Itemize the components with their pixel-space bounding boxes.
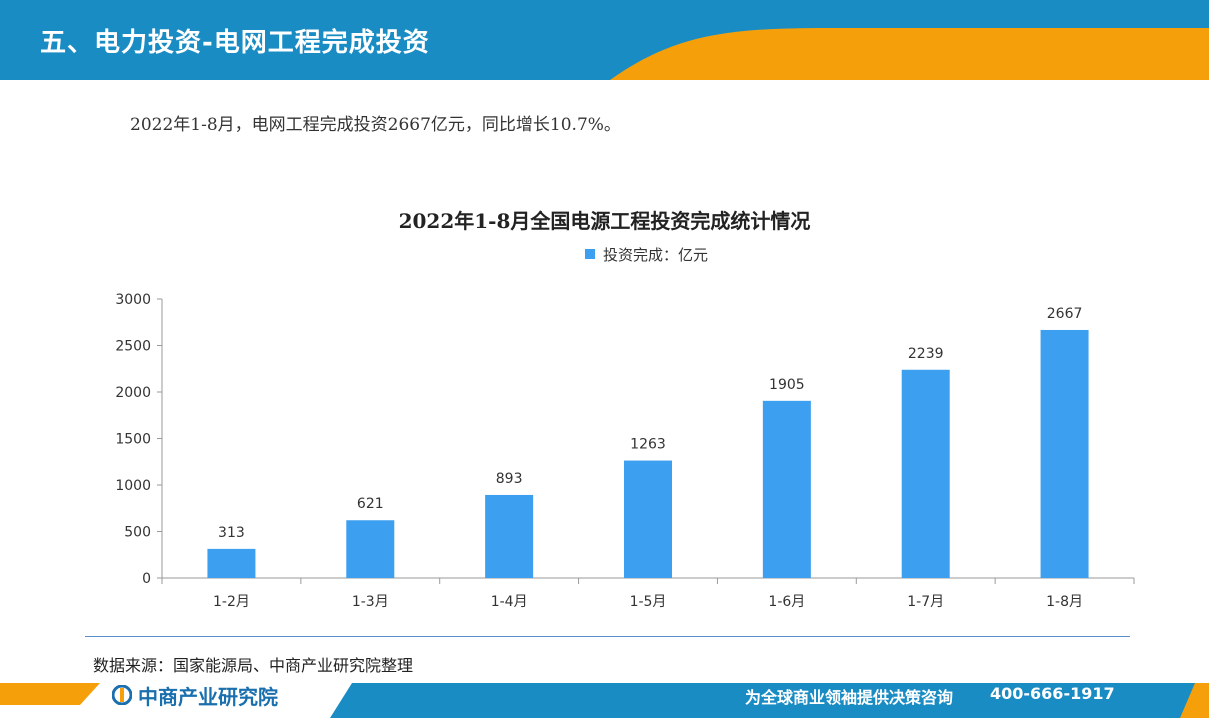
data-label: 621 bbox=[357, 496, 384, 512]
y-tick-label: 500 bbox=[124, 525, 151, 541]
data-label: 2239 bbox=[908, 346, 944, 362]
data-label: 2667 bbox=[1047, 306, 1083, 322]
page-title: 五、电力投资-电网工程完成投资 bbox=[40, 28, 430, 58]
legend-label: 投资完成：亿元 bbox=[603, 245, 709, 264]
bar bbox=[1040, 329, 1089, 578]
data-label: 893 bbox=[496, 471, 523, 487]
y-tick-label: 1500 bbox=[115, 432, 151, 448]
bar bbox=[346, 520, 395, 578]
bar-chart: 0 500 1000 1500 2000 2500 3000 313 1-2月 621 1-3月 89… bbox=[115, 292, 1135, 610]
x-tick-label: 1-2月 bbox=[213, 594, 250, 610]
legend-swatch bbox=[585, 249, 595, 259]
divider bbox=[85, 636, 1130, 637]
y-tick-label: 3000 bbox=[115, 292, 151, 308]
bar bbox=[624, 460, 672, 578]
data-label: 1905 bbox=[769, 377, 805, 393]
y-tick-label: 1000 bbox=[115, 478, 151, 494]
chart-legend: 投资完成：亿元 bbox=[585, 244, 708, 264]
footer-white-shape bbox=[0, 683, 1209, 718]
y-tick-label: 2000 bbox=[115, 385, 151, 401]
company-logo-icon bbox=[112, 685, 132, 705]
bar bbox=[207, 548, 256, 578]
x-tick-label: 1-4月 bbox=[491, 594, 528, 610]
x-tick-label: 1-6月 bbox=[768, 594, 805, 610]
x-tick-label: 1-3月 bbox=[352, 594, 389, 610]
footer-phone: 400-666-1917 bbox=[990, 684, 1115, 703]
y-tick-label: 0 bbox=[142, 571, 151, 587]
data-label: 313 bbox=[218, 525, 245, 541]
footer-logo: 中商产业研究院 bbox=[112, 684, 278, 709]
header-accent-shape bbox=[610, 28, 1209, 80]
x-tick-label: 1-8月 bbox=[1046, 594, 1083, 610]
x-tick-label: 1-5月 bbox=[630, 594, 667, 610]
data-label: 1263 bbox=[630, 437, 666, 453]
chart-title: 2022年1-8月全国电源工程投资完成统计情况 bbox=[398, 209, 811, 233]
bar bbox=[485, 494, 534, 578]
footer-slogan: 为全球商业领袖提供决策咨询 bbox=[745, 688, 954, 707]
x-tick-label: 1-7月 bbox=[907, 594, 944, 610]
bar bbox=[762, 400, 811, 578]
data-source: 数据来源：国家能源局、中商产业研究院整理 bbox=[93, 656, 414, 675]
bar bbox=[901, 369, 950, 578]
logo-text: 中商产业研究院 bbox=[138, 684, 278, 709]
y-tick-label: 2500 bbox=[115, 339, 151, 355]
summary-text: 2022年1-8月，电网工程完成投资2667亿元，同比增长10.7%。 bbox=[130, 115, 621, 135]
